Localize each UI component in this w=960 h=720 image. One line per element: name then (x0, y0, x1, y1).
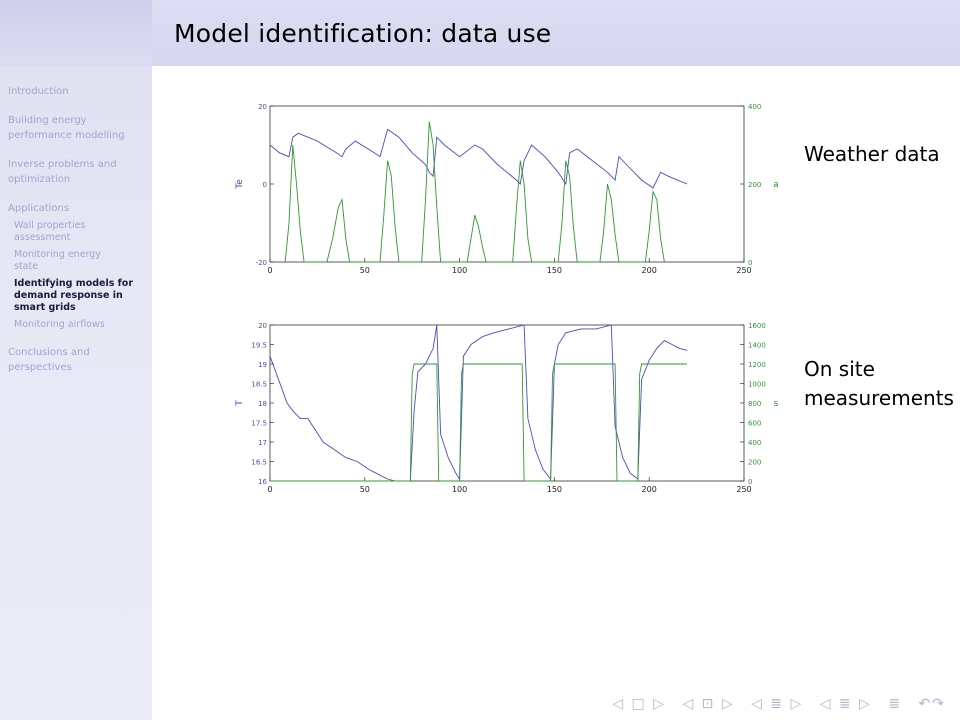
nav-subsection-icon[interactable]: ◁ ⊡ ▷ (682, 696, 735, 712)
table-of-contents: Introduction Building energy performance… (8, 84, 148, 389)
y-left-axis-label: T (235, 400, 245, 407)
toc-sub-monitoring-airflows[interactable]: Monitoring airflows (14, 319, 105, 330)
series-line-temperature (269, 128, 688, 189)
toc-section-applications[interactable]: Applications (8, 203, 70, 214)
y-right-tick-label: 600 (748, 420, 761, 428)
y-right-axis-label: s (774, 399, 779, 409)
y-left-tick-label: 0 (263, 181, 267, 189)
x-tick-label: 50 (360, 266, 370, 275)
toc-section-conclusions[interactable]: Conclusions and perspectives (8, 347, 90, 373)
x-tick-label: 150 (547, 266, 562, 275)
y-right-tick-label: 0 (748, 259, 752, 267)
plot-frame (269, 105, 745, 263)
y-left-tick-label: 20 (258, 103, 267, 111)
y-right-tick-label: 400 (748, 439, 761, 447)
y-left-tick-label: 19.5 (251, 342, 267, 350)
x-tick-label: 0 (267, 485, 272, 494)
y-left-tick-label: 20 (258, 322, 267, 330)
x-tick-label: 0 (267, 266, 272, 275)
y-left-axis-label: Te (235, 179, 245, 190)
y-right-tick-label: 400 (748, 103, 761, 111)
sidebar-header-band (0, 0, 152, 65)
nav-section-icon[interactable]: ◁ ≣ ▷ (751, 696, 804, 712)
y-right-tick-label: 200 (748, 181, 761, 189)
x-tick-label: 100 (452, 485, 467, 494)
y-right-tick-label: 0 (748, 478, 752, 486)
toc-section-inverse-problems[interactable]: Inverse problems and optimization (8, 159, 117, 185)
y-left-tick-label: 19 (258, 361, 267, 369)
y-left-tick-label: -20 (256, 259, 267, 267)
weather-data-label: Weather data (804, 142, 940, 166)
x-tick-label: 200 (642, 266, 657, 275)
charts-area: 0 50 100 150 200 250 -20 0 20 0 200 400 Te a 0 50 100 150… (152, 66, 960, 626)
nav-frame-icon[interactable]: ◁ □ ▷ (612, 696, 667, 712)
y-right-tick-label: 200 (748, 459, 761, 467)
toc-section-introduction[interactable]: Introduction (8, 86, 69, 97)
nav-menu-icon[interactable]: ≣ (888, 696, 903, 712)
y-right-tick-label: 1200 (748, 361, 766, 369)
x-tick-label: 150 (547, 485, 562, 494)
toc-section-building-modelling[interactable]: Building energy performance modelling (8, 115, 125, 141)
beamer-navigation-symbols: ◁ □ ▷ ◁ ⊡ ▷ ◁ ≣ ▷ ◁ ≣ ▷ ≣ ↶↷ (602, 696, 946, 712)
y-left-tick-label: 17 (258, 439, 267, 447)
x-tick-label: 100 (452, 266, 467, 275)
series-line-temperature (269, 324, 688, 482)
onsite-measurements-label: On site measurements (804, 357, 954, 410)
y-right-tick-label: 1400 (748, 342, 766, 350)
series-line-secondary (284, 121, 665, 263)
chart-2: 0 50 100 150 200 2501616.51717.51818.51919.52… (235, 322, 779, 494)
y-right-tick-label: 1600 (748, 322, 766, 330)
x-tick-label: 200 (642, 485, 657, 494)
sidebar-navigation: Introduction Building energy performance… (0, 0, 152, 720)
x-tick-label: 50 (360, 485, 370, 494)
y-right-tick-label: 800 (748, 400, 761, 408)
x-tick-label: 250 (736, 485, 751, 494)
y-right-axis-label: a (773, 180, 779, 190)
x-tick-label: 250 (736, 266, 751, 275)
toc-sub-wall-properties[interactable]: Wall properties assessment (14, 220, 86, 243)
toc-sub-identifying-models-active[interactable]: Identifying models for demand response i… (14, 278, 134, 313)
series-line-secondary (270, 363, 688, 482)
plot-frame (269, 324, 745, 482)
frame-header: Model identification: data use (152, 0, 960, 66)
nav-doc-icon[interactable]: ◁ ≣ ▷ (819, 696, 872, 712)
y-right-tick-label: 1000 (748, 381, 766, 389)
y-left-tick-label: 18.5 (251, 381, 267, 389)
nav-undo-redo-icon[interactable]: ↶↷ (918, 696, 946, 712)
y-left-tick-label: 17.5 (251, 420, 267, 428)
y-left-tick-label: 16.5 (251, 459, 267, 467)
frame-title: Model identification: data use (174, 19, 552, 48)
toc-sub-monitoring-energy[interactable]: Monitoring energy state (14, 249, 101, 272)
y-left-tick-label: 16 (258, 478, 267, 486)
y-left-tick-label: 18 (258, 400, 267, 408)
